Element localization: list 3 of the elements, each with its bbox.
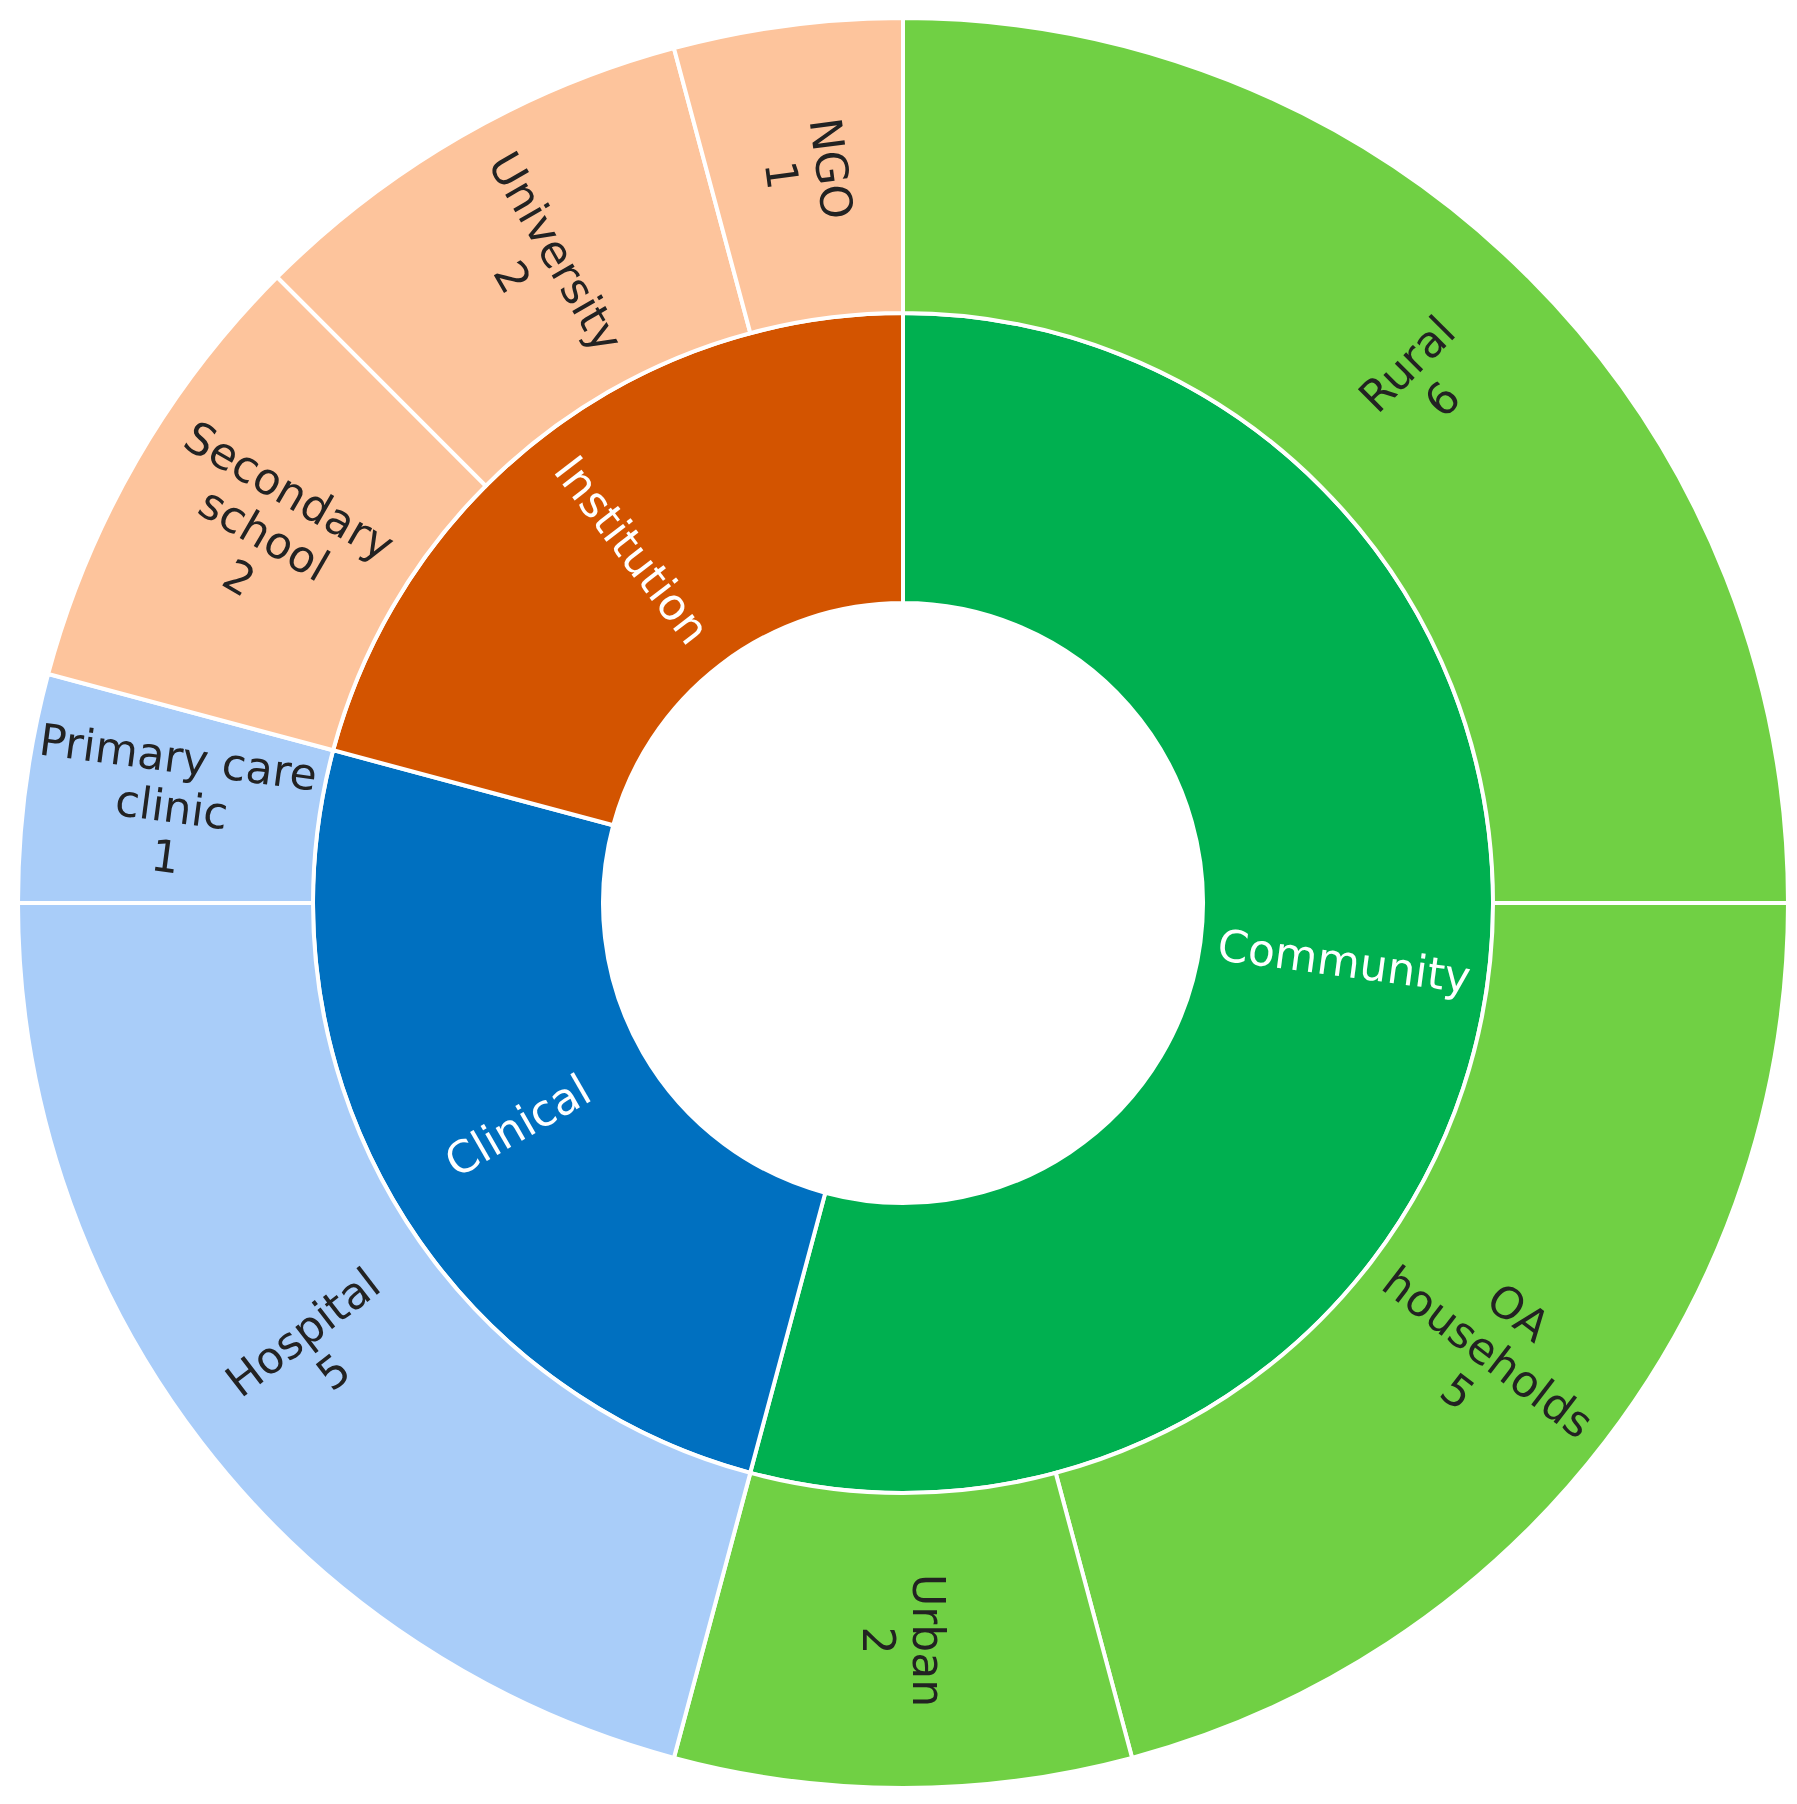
slice-label: Community bbox=[1214, 919, 1474, 1003]
slice-label: Urban bbox=[902, 1573, 954, 1708]
data-label: 2 bbox=[852, 1626, 904, 1655]
